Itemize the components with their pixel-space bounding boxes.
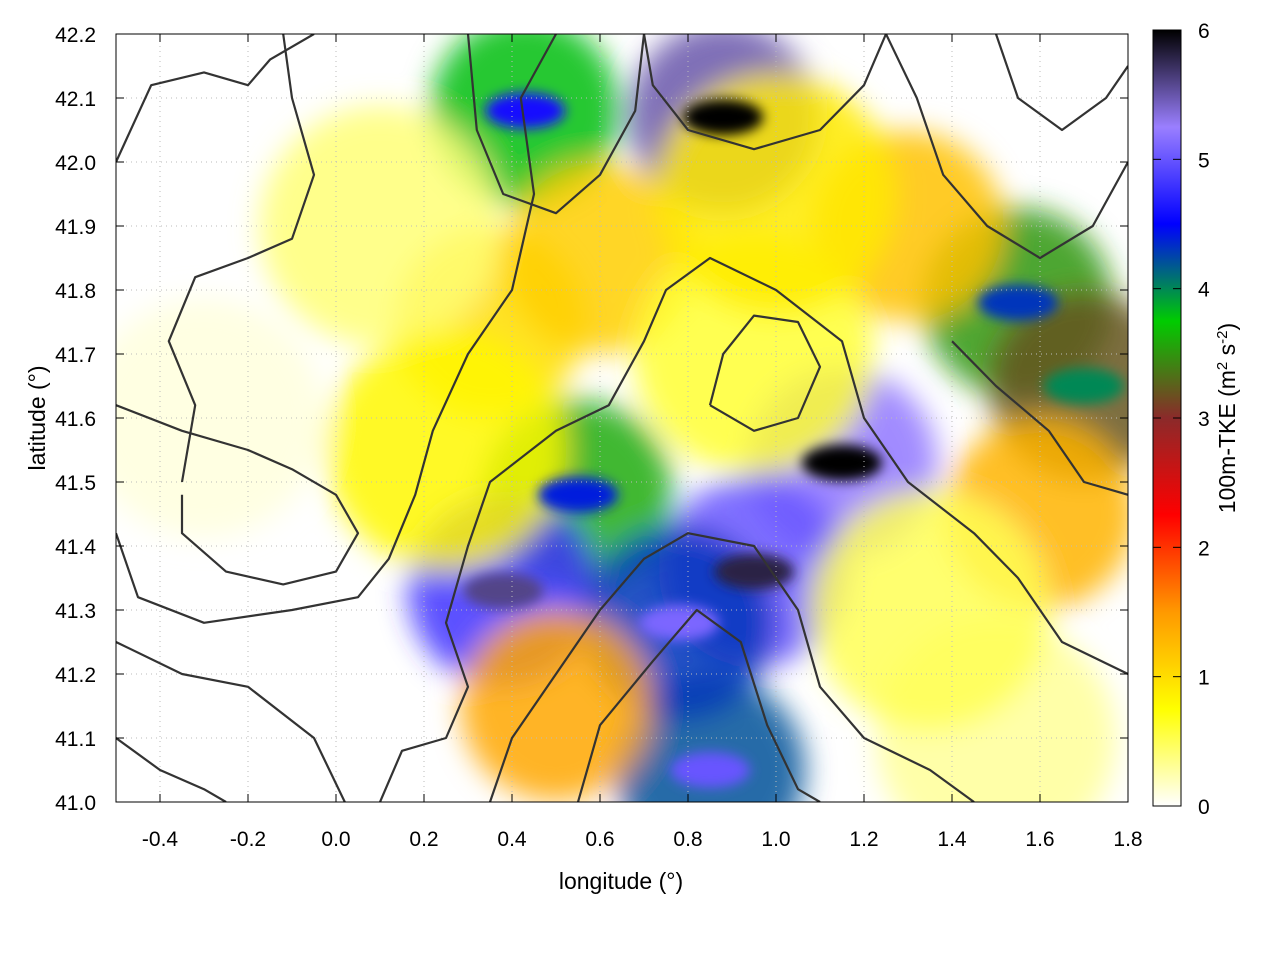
colorbar: 0 1 2 3 4 5 6 100m-TKE (m2 s-2) xyxy=(1152,20,1241,819)
contour-line-10 xyxy=(466,34,646,215)
heat-core-5 xyxy=(463,572,544,609)
x-tick-label-7: 1.0 xyxy=(761,828,790,851)
heat-feature-18 xyxy=(260,106,500,346)
contour-line-2 xyxy=(116,404,360,586)
contour-line-1 xyxy=(167,34,316,483)
contour-line-6 xyxy=(488,532,975,802)
cb-tick-label-0: 0 xyxy=(1198,796,1210,819)
heat-core-1 xyxy=(683,99,764,136)
y-tick-label-9: 41.9 xyxy=(55,216,96,239)
y-tick-label-6: 41.6 xyxy=(55,408,96,431)
heat-core-0 xyxy=(538,476,618,513)
x-axis-ticks: -0.4 -0.2 0.0 0.2 0.4 0.6 0.8 1.0 1.2 1.4 1.6 1.8 xyxy=(142,34,1143,851)
heat-core-7 xyxy=(639,604,720,641)
grid-lines xyxy=(116,34,1128,802)
y-axis-label: latitude (°) xyxy=(24,365,50,470)
cb-tick-label-6: 6 xyxy=(1198,20,1210,43)
x-tick-label-3: 0.2 xyxy=(409,828,438,851)
heat-feature-21 xyxy=(326,330,566,570)
x-tick-label-8: 1.2 xyxy=(849,828,878,851)
heat-feature-14 xyxy=(461,611,651,801)
cb-tick-label-3: 3 xyxy=(1198,408,1210,431)
contour-line-8 xyxy=(642,34,888,151)
x-tick-label-1: -0.2 xyxy=(230,828,266,851)
cb-tick-label-1: 1 xyxy=(1198,667,1210,690)
terrain-contours xyxy=(116,34,1128,802)
x-axis-label: longitude (°) xyxy=(559,868,683,894)
contour-line-9 xyxy=(885,34,1128,260)
cb-tick-label-4: 4 xyxy=(1198,279,1210,302)
cb-tick-label-5: 5 xyxy=(1198,149,1210,172)
contour-line-0 xyxy=(116,34,315,163)
y-tick-label-12: 42.2 xyxy=(55,24,96,47)
y-axis-ticks: 41.0 41.1 41.2 41.3 41.4 41.5 41.6 41.7 41.8 41.9… xyxy=(55,24,1128,815)
contour-line-13 xyxy=(116,737,227,802)
x-tick-label-9: 1.4 xyxy=(937,828,967,851)
contour-line-3 xyxy=(116,34,557,624)
y-tick-label-5: 41.5 xyxy=(55,472,96,495)
x-tick-label-11: 1.8 xyxy=(1113,828,1142,851)
heat-core-9 xyxy=(1044,368,1124,404)
y-tick-label-4: 41.4 xyxy=(55,536,96,559)
y-tick-label-7: 41.7 xyxy=(55,344,96,367)
y-tick-label-8: 41.8 xyxy=(55,280,96,303)
contour-line-14 xyxy=(994,34,1128,132)
contour-line-12 xyxy=(708,314,822,432)
heat-core-3 xyxy=(802,444,882,481)
heat-core-2 xyxy=(485,92,566,129)
x-tick-label-4: 0.4 xyxy=(497,828,527,851)
y-tick-label-10: 42.0 xyxy=(55,152,96,175)
heat-core-8 xyxy=(978,284,1058,321)
x-tick-label-5: 0.6 xyxy=(585,828,614,851)
heat-feature-16 xyxy=(116,298,324,538)
colorbar-ticks: 0 1 2 3 4 5 6 xyxy=(1153,20,1210,819)
y-tick-label-1: 41.1 xyxy=(55,728,96,751)
contour-line-7 xyxy=(576,608,821,802)
colorbar-label: 100m-TKE (m2 s-2) xyxy=(1214,323,1241,513)
contour-line-5 xyxy=(378,256,1128,802)
x-tick-label-10: 1.6 xyxy=(1025,828,1054,851)
y-tick-label-3: 41.3 xyxy=(55,600,96,623)
y-tick-label-11: 42.1 xyxy=(55,88,96,111)
contour-line-4 xyxy=(116,641,346,802)
x-tick-label-0: -0.4 xyxy=(142,828,179,851)
heat-core-6 xyxy=(670,752,750,788)
heat-core-4 xyxy=(714,553,794,590)
x-tick-label-2: 0.0 xyxy=(321,828,350,851)
cb-tick-label-2: 2 xyxy=(1198,537,1210,560)
x-tick-label-6: 0.8 xyxy=(673,828,702,851)
y-tick-label-2: 41.2 xyxy=(55,664,96,687)
y-tick-label-0: 41.0 xyxy=(55,792,96,815)
contour-line-11 xyxy=(951,340,1128,496)
